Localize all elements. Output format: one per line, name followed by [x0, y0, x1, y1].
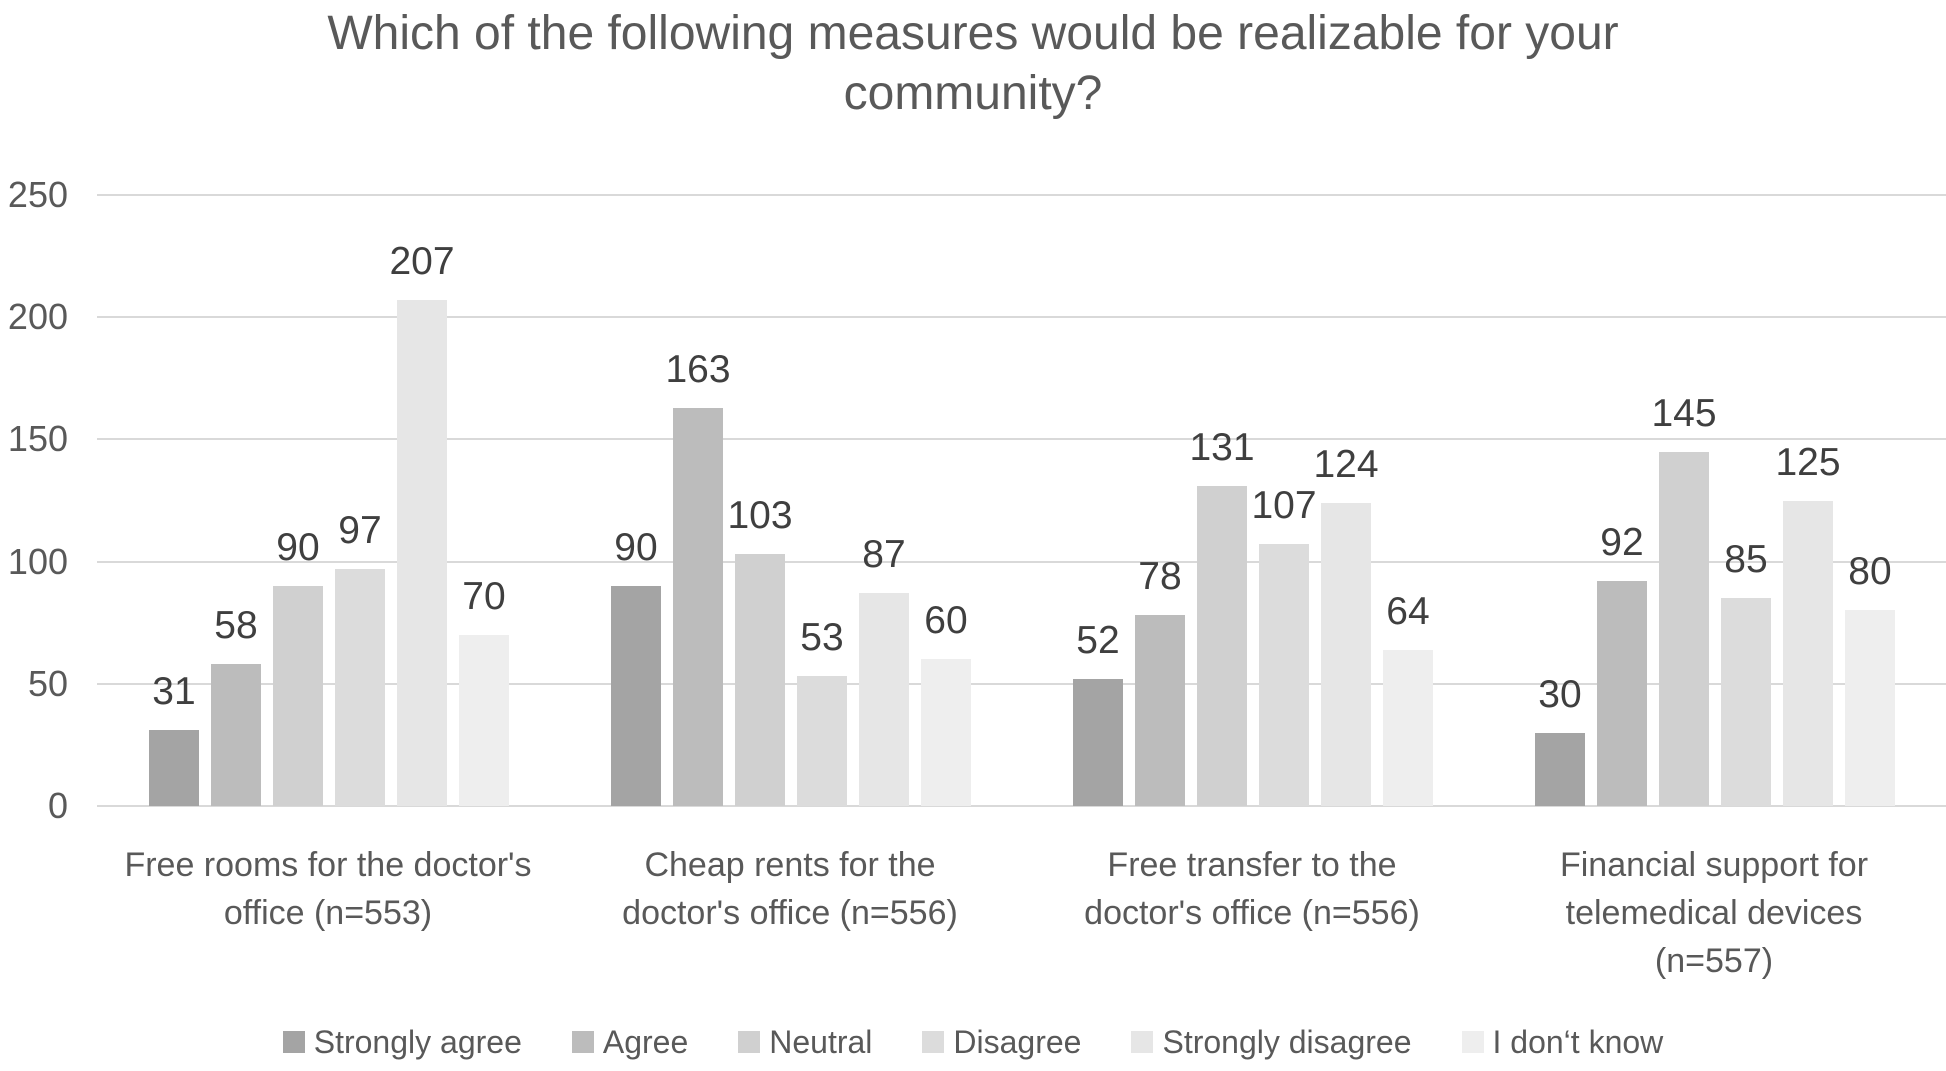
y-axis-tick-label: 200 — [7, 296, 68, 338]
bar — [397, 300, 447, 806]
legend: Strongly agree Agree Neutral Disagree Strong… — [0, 1018, 1946, 1066]
category-label-line: Free transfer to the — [1107, 846, 1397, 884]
gridline — [97, 194, 1946, 196]
bar-value-label: 78 — [1138, 555, 1182, 599]
category-label-line: doctor's office (n=556) — [1084, 894, 1420, 932]
chart-title-text: Which of the following measures would be… — [327, 7, 1619, 120]
bar — [1073, 678, 1123, 806]
y-axis-tick-label: 250 — [7, 174, 68, 215]
bar-value-label: 85 — [1724, 538, 1768, 582]
bar — [211, 664, 261, 806]
bar — [1597, 581, 1647, 806]
bar — [273, 586, 323, 806]
y-axis-tick-label: 50 — [27, 662, 68, 704]
legend-label: Strongly disagree — [1162, 1024, 1412, 1060]
category-label-line: (n=557) — [1654, 942, 1774, 980]
bar — [735, 554, 785, 806]
bar-value-label: 64 — [1386, 589, 1430, 633]
category-label: Free transfer to the doctor's office (n=5… — [1021, 841, 1483, 937]
gridline — [97, 438, 1946, 441]
category-label-line: Cheap rents for the — [644, 846, 936, 884]
legend-label: I don‘t know — [1492, 1024, 1664, 1060]
category-label-line: doctor's office (n=556) — [622, 894, 958, 932]
bar — [1721, 598, 1771, 806]
bar — [149, 730, 199, 806]
bar-value-label: 163 — [665, 347, 731, 391]
legend-swatch — [738, 1031, 761, 1053]
bar-value-label: 70 — [462, 574, 506, 618]
legend-swatch — [571, 1031, 594, 1053]
bar-value-label: 90 — [614, 526, 658, 570]
legend-swatch — [1131, 1031, 1154, 1053]
legend-label: Neutral — [769, 1024, 873, 1060]
y-axis-tick-label: 150 — [7, 418, 68, 460]
category-label: Free rooms for the doctor's office (n=553… — [97, 841, 559, 937]
y-axis-tick-label: 0 — [47, 785, 68, 826]
bar — [859, 593, 909, 806]
legend-swatch — [1461, 1031, 1484, 1053]
bar-value-label: 31 — [152, 670, 196, 714]
legend-label: Strongly agree — [313, 1024, 522, 1060]
bar-value-label: 53 — [800, 616, 844, 660]
legend-item: Agree — [571, 1018, 689, 1066]
bar — [1135, 615, 1185, 806]
legend-item: Strongly disagree — [1131, 1018, 1412, 1066]
bar-value-label: 52 — [1076, 618, 1120, 662]
gridline — [97, 316, 1946, 319]
bar — [611, 586, 661, 806]
legend-swatch — [922, 1031, 945, 1053]
bar-value-label: 97 — [338, 508, 382, 552]
bar-value-label: 87 — [862, 533, 906, 577]
category-label-line: office (n=553) — [223, 894, 433, 932]
chart-title: Which of the following measures would be… — [0, 4, 1946, 124]
bar — [921, 659, 971, 806]
y-axis-tick-label: 100 — [7, 540, 68, 582]
bar-value-label: 80 — [1848, 550, 1892, 594]
bar — [797, 676, 847, 806]
bar-value-label: 60 — [924, 599, 968, 643]
bar-value-label: 58 — [214, 604, 258, 648]
legend-item: Strongly agree — [282, 1018, 522, 1066]
bar — [1197, 485, 1247, 806]
bar — [673, 407, 723, 806]
bar — [1383, 649, 1433, 806]
legend-swatch — [282, 1031, 305, 1053]
bar-value-label: 124 — [1313, 442, 1379, 486]
bar — [1259, 544, 1309, 806]
bar — [1659, 451, 1709, 806]
bar-value-label: 30 — [1538, 672, 1582, 716]
category-label-line: telemedical devices — [1565, 894, 1863, 932]
bar — [459, 634, 509, 806]
bar — [335, 568, 385, 806]
legend-item: I don‘t know — [1461, 1018, 1664, 1066]
bar-value-label: 207 — [389, 240, 455, 284]
legend-item: Disagree — [922, 1018, 1081, 1066]
bar-value-label: 131 — [1189, 425, 1255, 469]
bar — [1783, 500, 1833, 806]
legend-label: Agree — [602, 1024, 689, 1060]
bar-value-label: 92 — [1600, 521, 1644, 565]
gridline — [97, 805, 1946, 807]
category-label-line: Financial support for — [1559, 846, 1869, 884]
bar-value-label: 90 — [276, 526, 320, 570]
category-label: Cheap rents for the doctor's office (n=55… — [559, 841, 1021, 937]
category-label-line: Free rooms for the doctor's — [124, 846, 532, 884]
legend-label: Disagree — [953, 1024, 1082, 1060]
legend-item: Neutral — [738, 1018, 872, 1066]
gridline — [97, 682, 1946, 685]
bar-value-label: 125 — [1775, 440, 1841, 484]
bar-value-label: 103 — [727, 494, 793, 538]
bar-value-label: 107 — [1251, 484, 1317, 528]
bar — [1845, 610, 1895, 806]
bar — [1321, 502, 1371, 806]
category-label: Financial support for telemedical devices… — [1483, 841, 1945, 985]
bar — [1535, 732, 1585, 806]
bar-value-label: 145 — [1651, 391, 1717, 435]
gridline — [97, 560, 1946, 563]
